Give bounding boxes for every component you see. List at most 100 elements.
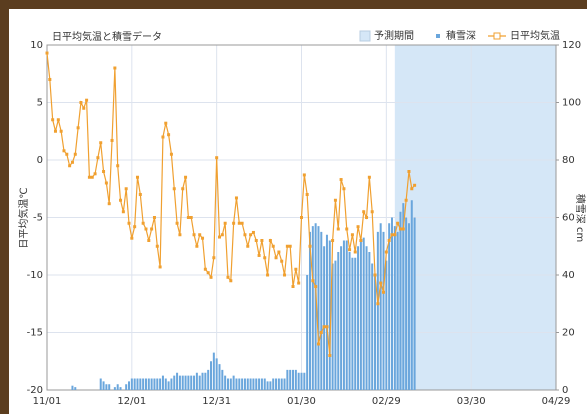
marker — [53, 129, 57, 133]
bar — [108, 384, 111, 390]
marker — [396, 221, 400, 225]
marker — [62, 149, 66, 153]
y-tick-label: -15 — [27, 328, 43, 339]
x-tick-label: 02/29 — [372, 396, 401, 407]
marker — [110, 138, 114, 142]
legend-swatch — [359, 30, 371, 42]
marker — [223, 221, 227, 225]
bar — [246, 378, 249, 390]
marker — [285, 244, 289, 248]
y2-tick-label: 20 — [562, 328, 575, 339]
marker — [161, 135, 165, 139]
y2-tick-label: 60 — [562, 213, 575, 224]
marker — [124, 187, 128, 191]
bar — [280, 378, 283, 390]
bar — [359, 240, 362, 390]
marker — [56, 118, 60, 122]
bar — [405, 217, 408, 390]
bar — [238, 378, 241, 390]
bar — [128, 381, 131, 390]
marker — [155, 244, 159, 248]
marker — [99, 141, 103, 145]
marker — [90, 175, 94, 179]
bar — [173, 375, 176, 390]
bar — [323, 246, 326, 390]
marker — [294, 267, 298, 271]
marker — [198, 233, 202, 237]
bar — [320, 231, 323, 390]
marker — [251, 230, 255, 234]
marker — [59, 129, 63, 133]
marker — [167, 133, 171, 137]
bar — [178, 375, 181, 390]
legend-swatch — [493, 32, 501, 40]
marker — [147, 239, 151, 242]
marker — [93, 172, 97, 176]
marker — [398, 227, 402, 231]
bar — [255, 378, 258, 390]
marker — [384, 250, 388, 254]
y-axis-label: 日平均気温℃ — [17, 187, 30, 248]
chart-title: 日平均気温と積雪データ — [52, 30, 162, 43]
marker — [373, 273, 377, 277]
marker — [393, 233, 397, 237]
bar — [210, 361, 213, 390]
bar — [365, 246, 368, 390]
bar — [272, 378, 275, 390]
marker — [362, 210, 366, 214]
bar — [252, 378, 255, 390]
marker — [201, 236, 205, 240]
bar — [379, 223, 382, 390]
marker — [254, 239, 258, 242]
bar — [167, 381, 170, 390]
marker — [342, 187, 346, 191]
marker — [348, 248, 352, 252]
marker — [268, 239, 272, 242]
marker — [266, 273, 270, 277]
marker — [73, 152, 77, 156]
marker — [192, 233, 196, 237]
marker — [336, 227, 340, 231]
bar — [204, 372, 207, 390]
marker — [404, 198, 408, 202]
bar — [297, 372, 300, 390]
marker — [311, 279, 315, 283]
bar — [334, 260, 337, 390]
bar — [212, 352, 215, 390]
marker — [401, 227, 405, 231]
marker — [387, 239, 391, 242]
bar — [249, 378, 252, 390]
marker — [107, 202, 111, 206]
bar — [286, 369, 289, 390]
bar — [243, 378, 246, 390]
bar — [368, 252, 371, 390]
bar — [207, 369, 210, 390]
marker — [410, 187, 414, 191]
marker — [345, 227, 349, 231]
marker — [209, 275, 213, 279]
marker — [249, 233, 253, 237]
bar — [258, 378, 261, 390]
bar — [241, 378, 244, 390]
bar — [306, 275, 309, 390]
marker — [150, 227, 154, 231]
legend-label: 日平均気温 — [510, 29, 560, 42]
marker — [339, 178, 343, 182]
bar — [308, 231, 311, 390]
bar — [170, 378, 173, 390]
marker — [104, 181, 108, 185]
marker — [367, 175, 371, 179]
legend-swatch — [436, 34, 440, 38]
marker — [333, 198, 337, 202]
marker — [68, 164, 72, 168]
bar — [156, 378, 159, 390]
bar — [342, 240, 345, 390]
marker — [121, 210, 125, 214]
bar — [325, 234, 328, 390]
bar — [176, 372, 179, 390]
y-tick-label: -20 — [27, 385, 43, 396]
marker — [379, 281, 383, 285]
bar — [198, 375, 201, 390]
marker — [288, 244, 292, 248]
bar — [292, 369, 295, 390]
